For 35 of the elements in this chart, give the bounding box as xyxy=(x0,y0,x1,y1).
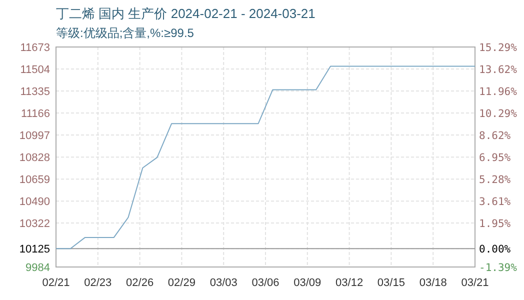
y2-tick-label: 3.61% xyxy=(479,196,512,208)
y-tick-label: 10997 xyxy=(19,130,50,142)
y2-tick-label: 0.00% xyxy=(479,244,512,256)
x-tick-label: 03/21 xyxy=(461,277,489,289)
y2-tick-label: 15.29% xyxy=(479,42,518,54)
y-tick-label: 10125 xyxy=(19,244,50,256)
y-tick-label: 10828 xyxy=(19,152,50,164)
x-tick-label: 02/26 xyxy=(126,277,154,289)
x-tick-label: 02/21 xyxy=(42,277,70,289)
y-tick-label: 10659 xyxy=(19,174,50,186)
x-tick-label: 03/12 xyxy=(336,277,364,289)
y2-tick-label: 11.96% xyxy=(479,86,518,98)
y2-tick-label: 5.28% xyxy=(479,174,512,186)
y-tick-label: 11335 xyxy=(20,86,50,98)
chart-title: 丁二烯 国内 生产价 2024-02-21 - 2024-03-21 xyxy=(56,6,316,21)
x-tick-label: 03/15 xyxy=(377,277,405,289)
chart-subtitle: 等级:优级品;含量,%:≥99.5 xyxy=(56,26,194,40)
x-tick-label: 02/23 xyxy=(84,277,112,289)
x-tick-label: 03/03 xyxy=(210,277,238,289)
y2-tick-label: 6.95% xyxy=(479,152,512,164)
x-tick-label: 02/29 xyxy=(168,277,196,289)
x-tick-label: 03/18 xyxy=(419,277,447,289)
y-tick-label: 9984 xyxy=(26,262,50,274)
y2-tick-label: -1.39% xyxy=(479,262,518,274)
y-tick-label: 11673 xyxy=(20,42,50,54)
y2-tick-label: 10.29% xyxy=(479,108,518,120)
y-tick-label: 10322 xyxy=(19,218,50,230)
x-tick-label: 03/06 xyxy=(252,277,280,289)
x-tick-label: 03/09 xyxy=(294,277,322,289)
y-tick-label: 11166 xyxy=(21,108,50,120)
y2-tick-label: 13.62% xyxy=(479,64,518,76)
y2-tick-label: 8.62% xyxy=(479,130,512,142)
y2-tick-label: 1.95% xyxy=(479,218,512,230)
y-tick-label: 10490 xyxy=(19,196,50,208)
y-tick-label: 11504 xyxy=(20,64,50,76)
